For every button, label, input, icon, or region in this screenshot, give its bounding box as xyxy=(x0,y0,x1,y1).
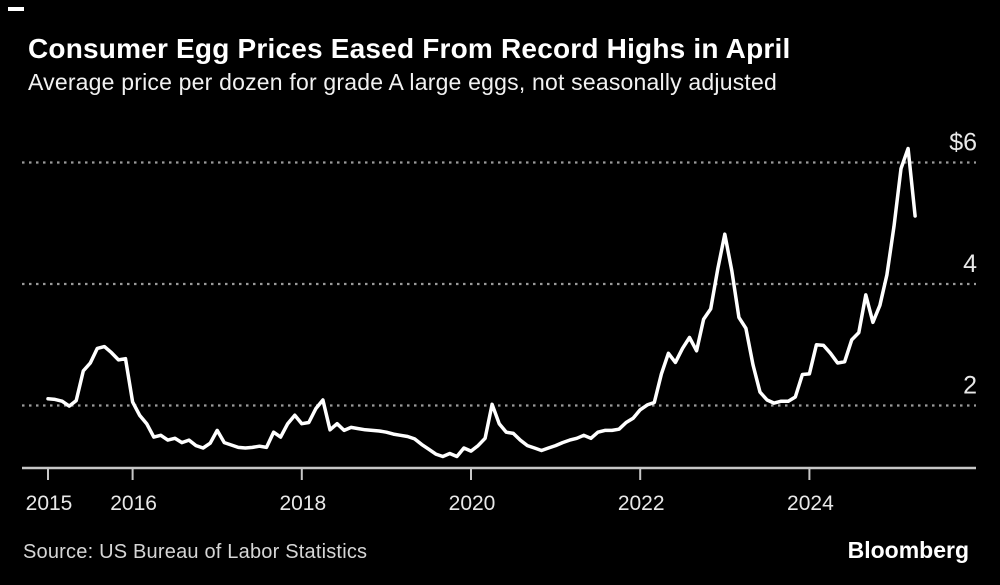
x-axis-ticks xyxy=(47,468,811,480)
chart-subtitle: Average price per dozen for grade A larg… xyxy=(28,69,777,95)
price-line-series xyxy=(46,146,917,459)
top-left-brand-tick xyxy=(8,7,24,11)
y-gridlines xyxy=(22,161,976,407)
x-tick-label-2016: 2016 xyxy=(110,492,157,515)
x-axis-labels: 2015 2016 2018 2020 2022 2024 xyxy=(26,492,834,515)
y-tick-label-6: $6 xyxy=(949,129,977,157)
x-tick-label-2020: 2020 xyxy=(449,492,496,515)
x-tick-label-2022: 2022 xyxy=(618,492,665,515)
x-tick-label-2015: 2015 xyxy=(26,492,73,515)
x-tick-label-2018: 2018 xyxy=(279,492,326,515)
chart-title: Consumer Egg Prices Eased From Record Hi… xyxy=(28,33,791,64)
y-axis-labels: $6 4 2 xyxy=(949,129,977,400)
bloomberg-logo: Bloomberg xyxy=(847,537,969,563)
x-tick-label-2024: 2024 xyxy=(787,492,834,515)
y-tick-label-2: 2 xyxy=(963,372,977,400)
y-tick-label-4: 4 xyxy=(963,250,977,278)
source-credit: Source: US Bureau of Labor Statistics xyxy=(23,541,368,563)
